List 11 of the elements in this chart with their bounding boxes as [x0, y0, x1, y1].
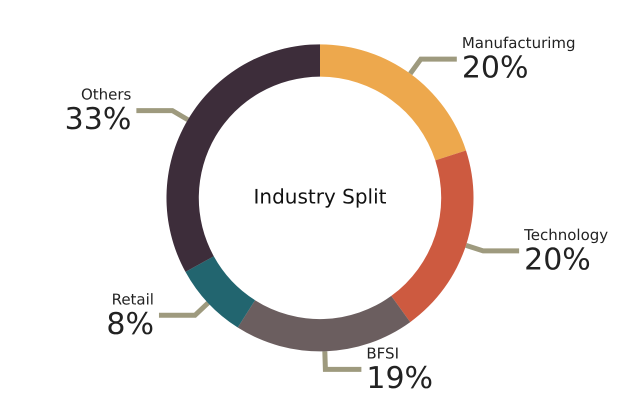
text: Industry Split — [254, 184, 387, 209]
data-label: 20% — [462, 50, 529, 86]
slice-label: BFSI — [366, 344, 399, 362]
data-label: 8% — [106, 306, 154, 342]
slice-label: Others — [80, 86, 132, 104]
data-label: 33% — [64, 102, 132, 138]
data-label: 20% — [524, 242, 591, 278]
slice-label: Manufacturimg — [462, 34, 576, 52]
data-label: 19% — [366, 360, 434, 396]
slice-label: Retail — [112, 290, 154, 308]
slice-label: Technology — [523, 226, 608, 244]
